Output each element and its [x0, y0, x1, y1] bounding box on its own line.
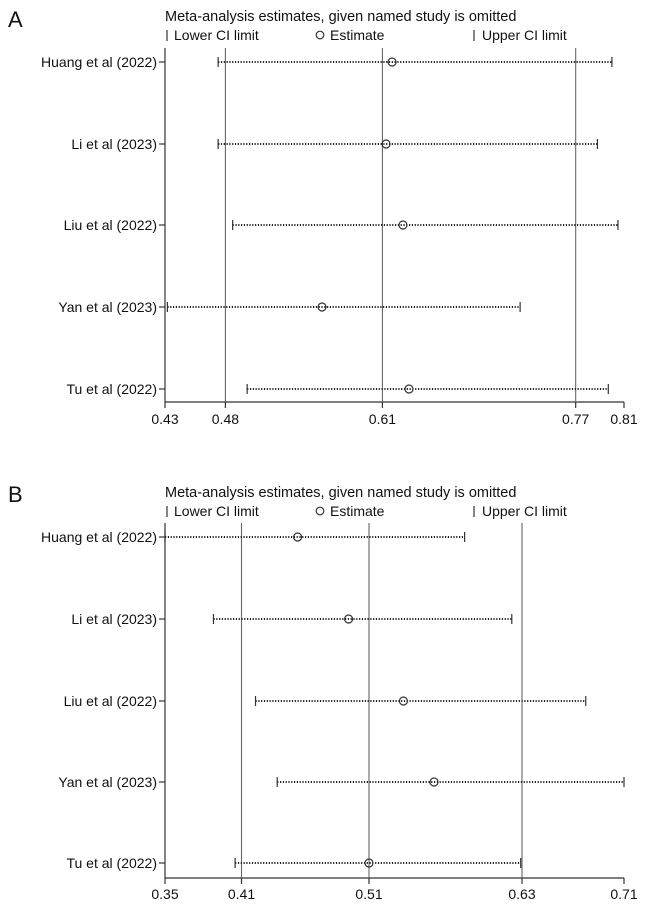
study-row: Tu et al (2022) [66, 381, 609, 397]
panel-letter: A [8, 7, 23, 32]
study-label: Li et al (2023) [71, 611, 157, 627]
estimate-point [398, 696, 409, 706]
study-label: Tu et al (2022) [66, 855, 157, 871]
panel-b: B Meta-analysis estimates, given named st… [8, 482, 638, 902]
legend-upper-label: Upper CI limit [482, 27, 567, 43]
estimate-point [429, 777, 439, 787]
study-label: Li et al (2023) [71, 136, 157, 152]
x-tick-label: 0.63 [508, 886, 535, 902]
x-tick-label: 0.43 [151, 411, 178, 427]
study-label: Liu et al (2022) [64, 217, 157, 233]
x-tick-label: 0.51 [355, 886, 382, 902]
legend: Lower CI limit Estimate Upper CI limit [166, 503, 567, 519]
legend: Lower CI limit Estimate Upper CI limit [166, 27, 567, 43]
estimate-point [387, 57, 397, 67]
study-label: Huang et al (2022) [41, 529, 157, 545]
study-row: Li et al (2023) [71, 611, 513, 627]
x-tick-label: 0.41 [228, 886, 255, 902]
study-label: Huang et al (2022) [41, 54, 157, 70]
chart-title: Meta-analysis estimates, given named stu… [165, 485, 516, 501]
legend-estimate-marker [315, 506, 325, 516]
study-row: Huang et al (2022) [41, 54, 613, 70]
estimate-point [293, 532, 303, 542]
x-tick-label: 0.35 [151, 886, 178, 902]
study-label: Yan et al (2023) [58, 774, 157, 790]
study-row: Huang et al (2022) [41, 529, 466, 545]
legend-lower-label: Lower CI limit [174, 27, 259, 43]
estimate-point [364, 858, 374, 868]
study-label: Liu et al (2022) [64, 693, 157, 709]
study-row: Yan et al (2023) [58, 774, 625, 790]
x-tick-label: 0.48 [212, 411, 239, 427]
study-row: Tu et al (2022) [66, 855, 522, 871]
x-tick-label: 0.61 [369, 411, 396, 427]
panel-letter: B [8, 482, 23, 507]
panel-a: A Meta-analysis estimates, given named st… [8, 7, 638, 427]
legend-estimate-label: Estimate [330, 503, 385, 519]
legend-estimate-marker [315, 30, 325, 40]
estimate-point [398, 220, 408, 230]
legend-estimate-label: Estimate [330, 27, 385, 43]
study-row: Liu et al (2022) [64, 217, 619, 233]
chart-title: Meta-analysis estimates, given named stu… [165, 9, 516, 25]
estimate-point [317, 302, 327, 312]
x-tick-label: 0.77 [562, 411, 589, 427]
study-label: Yan et al (2023) [58, 299, 157, 315]
study-row: Liu et al (2022) [64, 693, 587, 709]
estimate-point [344, 614, 354, 624]
study-label: Tu et al (2022) [66, 381, 157, 397]
legend-upper-label: Upper CI limit [482, 503, 567, 519]
legend-lower-label: Lower CI limit [174, 503, 259, 519]
x-tick-label: 0.71 [610, 886, 637, 902]
study-row: Yan et al (2023) [58, 299, 521, 315]
estimate-point [381, 139, 391, 149]
x-tick-label: 0.81 [610, 411, 637, 427]
study-row: Li et al (2023) [71, 136, 599, 152]
estimate-point [404, 384, 414, 394]
